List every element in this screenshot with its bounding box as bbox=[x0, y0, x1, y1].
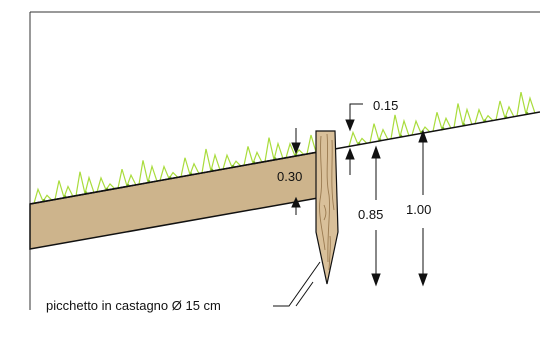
stake-callout-label: picchetto in castagno Ø 15 cm bbox=[46, 298, 221, 313]
soil-wedge bbox=[29, 151, 319, 250]
dim-label-0-30: 0.30 bbox=[277, 169, 302, 184]
dim-label-0-15: 0.15 bbox=[373, 98, 398, 113]
dim-label-1-00: 1.00 bbox=[406, 202, 431, 217]
drawing-frame bbox=[29, 11, 540, 310]
slope-line-upper bbox=[317, 111, 540, 153]
slope-line-left bbox=[29, 151, 319, 205]
wooden-stake bbox=[315, 130, 339, 285]
dim-label-0-85: 0.85 bbox=[358, 207, 383, 222]
dimension-lines bbox=[273, 103, 428, 307]
